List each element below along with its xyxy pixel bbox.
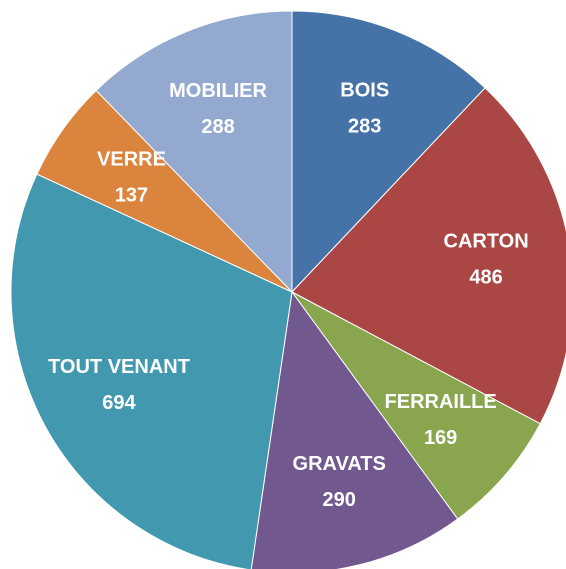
slice-label: MOBILIER — [169, 80, 267, 102]
pie-slice — [291, 87, 566, 425]
slice-value: 283 — [348, 116, 381, 138]
pie-slice — [291, 10, 486, 294]
slice-label: CARTON — [444, 230, 529, 252]
slice-value: 288 — [201, 116, 234, 138]
pie-slice — [10, 173, 293, 569]
slice-value: 137 — [115, 185, 148, 207]
slice-label: FERRAILLE — [385, 391, 497, 413]
slice-value: 486 — [469, 266, 502, 288]
slice-label: BOIS — [340, 80, 389, 102]
slice-label: GRAVATS — [293, 453, 386, 475]
slice-label: TOUT VENANT — [48, 356, 190, 378]
pie-slice — [291, 291, 541, 520]
slice-value: 169 — [424, 427, 457, 449]
pie-slice — [95, 10, 293, 294]
slice-label: VERRE — [97, 149, 166, 171]
pie-slice — [250, 290, 459, 569]
slice-value: 694 — [102, 392, 136, 414]
slice-value: 290 — [323, 489, 356, 511]
